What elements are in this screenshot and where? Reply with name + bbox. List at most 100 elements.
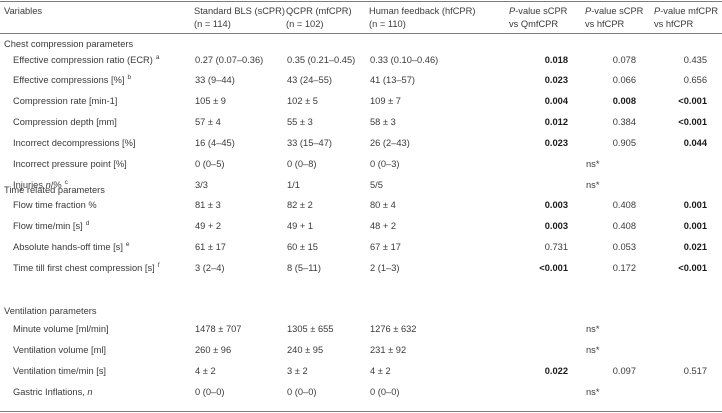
cell-p-scpr-vs-hfcpr: 0.384 (612, 117, 636, 127)
cell-standard-bls: 0.27 (0.07–0.36) (195, 55, 264, 65)
row-label: Flow time fraction % (13, 200, 97, 210)
cell-p-scpr-vs-hfcpr: 0.053 (612, 242, 636, 252)
row-label: Ventilation volume [ml] (13, 345, 107, 355)
cell-p-mfcpr-vs-hfcpr: 0.044 (683, 138, 707, 148)
cell-p-mfcpr-vs-hfcpr: <0.001 (678, 117, 707, 127)
section-time-related: Time related parameters (4, 185, 105, 195)
row-label: Injuries n/% c (13, 179, 68, 190)
header-standard-bls: Standard BLS (sCPR) (n = 114) (194, 6, 285, 29)
bottom-rule (0, 411, 722, 412)
cell-qcpr: 55 ± 3 (287, 117, 313, 127)
cell-qcpr: 60 ± 15 (287, 242, 318, 252)
cell-p-scpr-vs-qmfcpr: 0.018 (544, 55, 568, 65)
cell-human-feedback: 0 (0–0) (370, 387, 400, 397)
cell-human-feedback: 26 (2–43) (370, 138, 410, 148)
cell-p-mfcpr-vs-hfcpr: 0.001 (683, 221, 707, 231)
header-variables: Variables (4, 6, 43, 16)
cell-human-feedback: 0 (0–3) (370, 159, 400, 169)
row-label: Minute volume [ml/min] (13, 324, 109, 334)
cell-qcpr: 240 ± 95 (287, 345, 324, 355)
cell-p-scpr-vs-qmfcpr: 0.023 (544, 138, 568, 148)
cell-human-feedback: 0.33 (0.10–0.46) (370, 55, 439, 65)
cell-human-feedback: 58 ± 3 (370, 117, 396, 127)
row-label: Compression rate [min-1] (13, 96, 118, 106)
header-p-scpr-vs-hfcpr: P-value sCPR vs hfCPR (585, 6, 644, 29)
cell-human-feedback: 2 (1–3) (370, 263, 400, 273)
cell-human-feedback: 48 + 2 (370, 221, 397, 231)
row-label: Incorrect pressure point [%] (13, 159, 127, 169)
cell-p-scpr-vs-hfcpr: 0.172 (612, 263, 636, 273)
cell-p-scpr-vs-hfcpr: 0.066 (612, 75, 636, 85)
cell-human-feedback: 1276 ± 632 (370, 324, 417, 334)
cell-standard-bls: 61 ± 17 (195, 242, 226, 252)
cell-p-mfcpr-vs-hfcpr: 0.021 (683, 242, 707, 252)
cell-standard-bls: 1478 ± 707 (195, 324, 242, 334)
footnote-marker: e (125, 241, 130, 248)
table-row: Effective compression ratio (ECR) a 0.27 (… (0, 51, 722, 70)
table-row: Incorrect pressure point [%] 0 (0–5) 0 (0–… (0, 155, 722, 174)
cell-p-scpr-vs-qmfcpr: 0.023 (544, 75, 568, 85)
row-label: Incorrect decompressions [%] (13, 138, 136, 148)
cell-p-scpr-vs-hfcpr: 0.905 (612, 138, 636, 148)
row-label: Flow time/min [s] d (13, 220, 90, 231)
table-row: Compression rate [min-1] 105 ± 9 102 ± 5 10… (0, 92, 722, 111)
cell-qcpr: 0 (0–8) (287, 159, 317, 169)
footnote-marker: d (85, 220, 90, 227)
header-human-feedback: Human feedback (hfCPR) (n = 110) (369, 6, 476, 29)
cell-qcpr: 8 (5–11) (287, 263, 321, 273)
cell-standard-bls: 0 (0–0) (195, 387, 225, 397)
cell-p-scpr-vs-hfcpr: ns* (586, 345, 600, 355)
cell-p-scpr-vs-qmfcpr: 0.012 (544, 117, 568, 127)
table-row: Incorrect decompressions [%] 16 (4–45) 33 … (0, 134, 722, 153)
cell-p-mfcpr-vs-hfcpr: 0.517 (683, 366, 707, 376)
table-row: Flow time fraction % 81 ± 3 82 ± 2 80 ± 4 0.… (0, 196, 722, 215)
cell-p-scpr-vs-hfcpr: ns* (586, 180, 600, 190)
cell-qcpr: 82 ± 2 (287, 200, 313, 210)
cell-p-scpr-vs-qmfcpr: 0.022 (544, 366, 568, 376)
cell-qcpr: 33 (15–47) (287, 138, 332, 148)
row-label: Gastric Inflations, n (13, 387, 93, 397)
cell-p-scpr-vs-hfcpr: ns* (586, 159, 600, 169)
table-row: Flow time/min [s] d 49 + 2 49 + 1 48 + 2 0.00… (0, 217, 722, 236)
cell-p-scpr-vs-qmfcpr: 0.003 (544, 200, 568, 210)
header-p-scpr-vs-qmfcpr: P-value sCPR vs QmfCPR (509, 6, 568, 29)
table-row: Injuries n/% c 3/3 1/1 5/5 ns* (0, 176, 722, 195)
cell-human-feedback: 4 ± 2 (370, 366, 391, 376)
footnote-marker: c (64, 179, 68, 186)
cell-qcpr: 102 ± 5 (287, 96, 318, 106)
cell-human-feedback: 67 ± 17 (370, 242, 401, 252)
cell-standard-bls: 49 + 2 (195, 221, 222, 231)
cell-qcpr: 1305 ± 655 (287, 324, 334, 334)
cell-p-scpr-vs-hfcpr: 0.097 (612, 366, 636, 376)
cell-p-scpr-vs-hfcpr: 0.078 (612, 55, 636, 65)
cell-standard-bls: 105 ± 9 (195, 96, 226, 106)
section-chest-compression: Chest compression parameters (4, 39, 134, 49)
cell-p-scpr-vs-qmfcpr: 0.731 (544, 242, 568, 252)
table-row: Gastric Inflations, n 0 (0–0) 0 (0–0) 0 (0–… (0, 383, 722, 402)
cell-p-scpr-vs-qmfcpr: 0.004 (544, 96, 568, 106)
cell-p-scpr-vs-hfcpr: ns* (586, 387, 600, 397)
table-row: Effective compressions [%] b 33 (9–44) 43 (… (0, 71, 722, 90)
cell-p-mfcpr-vs-hfcpr: <0.001 (678, 263, 707, 273)
header-p-mfcpr-vs-hfcpr: P-value mfCPR vs hfCPR (654, 6, 719, 29)
table-row: Time till first chest compression [s] f 3 … (0, 259, 722, 278)
cell-p-mfcpr-vs-hfcpr: <0.001 (678, 96, 707, 106)
footnote-marker: b (127, 74, 132, 81)
cell-qcpr: 1/1 (287, 180, 300, 190)
cell-human-feedback: 41 (13–57) (370, 75, 415, 85)
header-rule (0, 33, 722, 34)
cell-qcpr: 49 + 1 (287, 221, 314, 231)
cell-standard-bls: 3 (2–4) (195, 263, 225, 273)
cell-standard-bls: 3/3 (195, 180, 208, 190)
table-row: Compression depth [mm] 57 ± 4 55 ± 3 58 ± 3… (0, 113, 722, 132)
cell-human-feedback: 109 ± 7 (370, 96, 401, 106)
row-label: Time till first chest compression [s] f (13, 262, 160, 273)
cell-human-feedback: 231 ± 92 (370, 345, 407, 355)
cell-p-scpr-vs-hfcpr: 0.408 (612, 221, 636, 231)
cell-qcpr: 3 ± 2 (287, 366, 308, 376)
cell-standard-bls: 260 ± 96 (195, 345, 232, 355)
header-qcpr: QCPR (mfCPR) (n = 102) (286, 6, 352, 29)
top-rule (0, 1, 722, 2)
cell-standard-bls: 81 ± 3 (195, 200, 221, 210)
